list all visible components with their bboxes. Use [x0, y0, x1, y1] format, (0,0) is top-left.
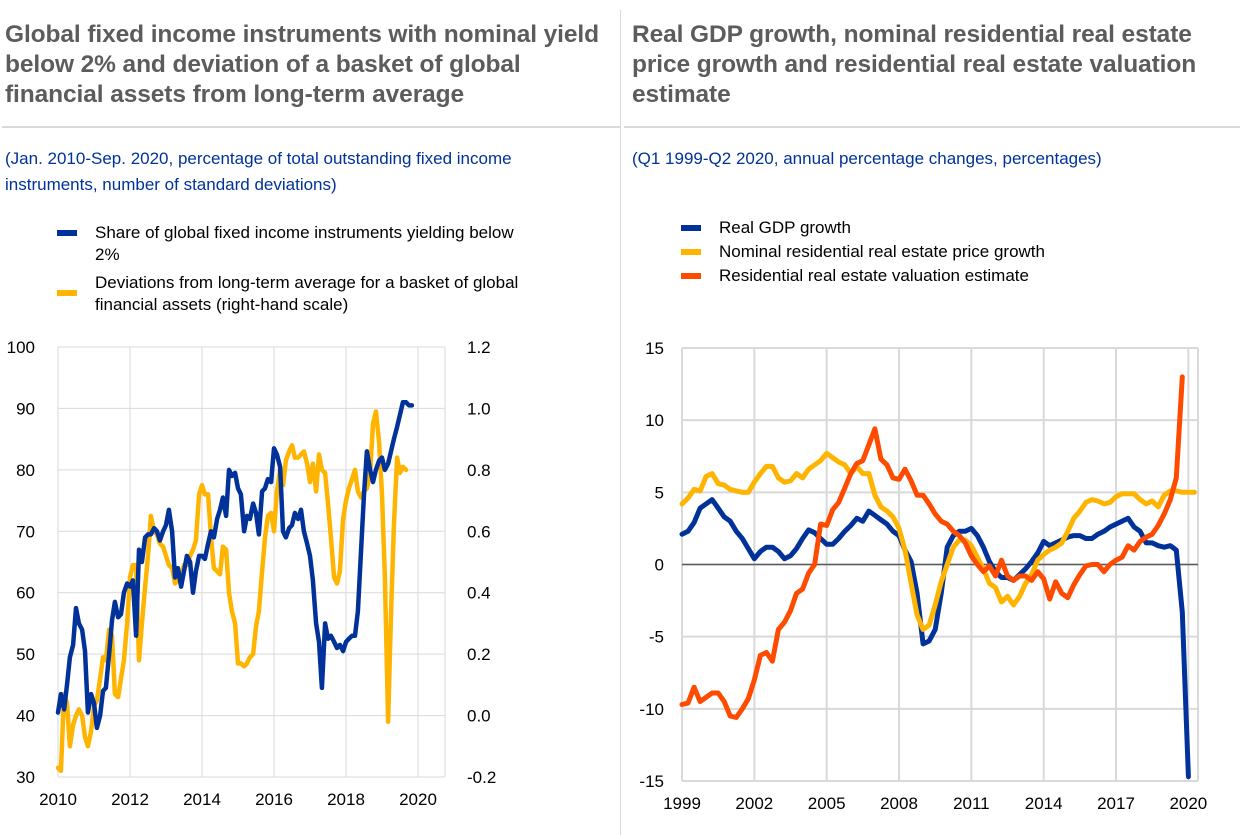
y-tick-label: -5: [649, 628, 664, 647]
legend-label: Real GDP growth: [719, 218, 851, 237]
legend-swatch: [681, 273, 701, 279]
y2-tick-label: 0.8: [467, 461, 491, 480]
legend-item: Real GDP growth: [681, 218, 1201, 238]
y2-tick-label: 1.2: [467, 338, 491, 357]
y-tick-label: 0: [655, 556, 664, 575]
legend-swatch: [681, 249, 701, 255]
series-line-1: [679, 497, 1191, 780]
y2-tick-label: 0.0: [467, 707, 491, 726]
legend-swatch: [57, 290, 77, 296]
legend-label: Residential real estate valuation estima…: [719, 266, 1029, 285]
chart-legend: Real GDP growth Nominal residential real…: [681, 218, 1201, 290]
series-line-3: [679, 374, 1185, 720]
legend-item: Deviations from long-term average for a …: [57, 272, 537, 316]
series-line-1: [55, 400, 415, 731]
legend-item: Residential real estate valuation estima…: [681, 266, 1201, 286]
x-tick-label: 2002: [735, 794, 773, 813]
series-line-2: [55, 409, 409, 774]
chart-title: Real GDP growth, nominal residential rea…: [632, 21, 1197, 108]
y2-tick-label: 0.6: [467, 522, 491, 541]
x-tick-label: 2010: [39, 790, 77, 809]
legend-swatch: [681, 225, 701, 231]
legend-label: Share of global fixed income instruments…: [95, 223, 514, 264]
y-tick-label: 30: [16, 768, 35, 787]
y-tick-label: 15: [645, 339, 664, 358]
x-tick-label: 2005: [808, 794, 846, 813]
legend-label: Deviations from long-term average for a …: [95, 273, 519, 314]
y2-tick-label: 1.0: [467, 399, 491, 418]
x-tick-label: 2012: [111, 790, 149, 809]
legend-item: Share of global fixed income instruments…: [57, 222, 537, 266]
y-tick-label: 5: [655, 483, 664, 502]
panel-separator: [620, 10, 621, 835]
x-tick-label: 2018: [327, 790, 365, 809]
title-divider: [624, 126, 1240, 128]
y-tick-label: 100: [7, 338, 35, 357]
chart-subtitle: (Q1 1999-Q2 2020, annual percentage chan…: [632, 149, 1102, 168]
y-tick-label: 50: [16, 645, 35, 664]
legend-item: Nominal residential real estate price gr…: [681, 242, 1201, 262]
legend-label: Nominal residential real estate price gr…: [719, 242, 1045, 261]
chart-subtitle: (Jan. 2010-Sep. 2020, percentage of tota…: [5, 149, 512, 194]
legend-swatch: [57, 230, 77, 236]
y-tick-label: 80: [16, 461, 35, 480]
y-tick-label: 10: [645, 411, 664, 430]
right-panel: Real GDP growth, nominal residential rea…: [622, 0, 1240, 835]
x-tick-label: 1999: [663, 794, 701, 813]
x-tick-label: 2008: [880, 794, 918, 813]
y-tick-label: 90: [16, 399, 35, 418]
chart-legend: Share of global fixed income instruments…: [57, 222, 537, 322]
chart-title: Global fixed income instruments with nom…: [5, 21, 599, 108]
y-tick-label: -15: [639, 772, 664, 791]
x-tick-label: 2017: [1097, 794, 1135, 813]
y-tick-label: -10: [639, 700, 664, 719]
x-tick-label: 2016: [255, 790, 293, 809]
x-tick-label: 2014: [183, 790, 221, 809]
x-tick-label: 2014: [1025, 794, 1063, 813]
left-panel: Global fixed income instruments with nom…: [2, 21, 620, 809]
x-tick-label: 2020: [1169, 794, 1207, 813]
y2-tick-label: 0.4: [467, 584, 491, 603]
y-tick-label: 40: [16, 707, 35, 726]
x-tick-label: 2020: [399, 790, 437, 809]
y2-tick-label: 0.2: [467, 645, 491, 664]
y-tick-label: 70: [16, 522, 35, 541]
y2-tick-label: -0.2: [467, 768, 496, 787]
y-tick-label: 60: [16, 584, 35, 603]
title-divider: [2, 126, 620, 128]
right-chart: 15 10 5 0 -5 -10 -15 1999 2002 2005 2008 2011 2014 20…: [639, 339, 1207, 813]
series-line-2: [679, 450, 1197, 632]
x-tick-label: 2011: [953, 794, 990, 813]
